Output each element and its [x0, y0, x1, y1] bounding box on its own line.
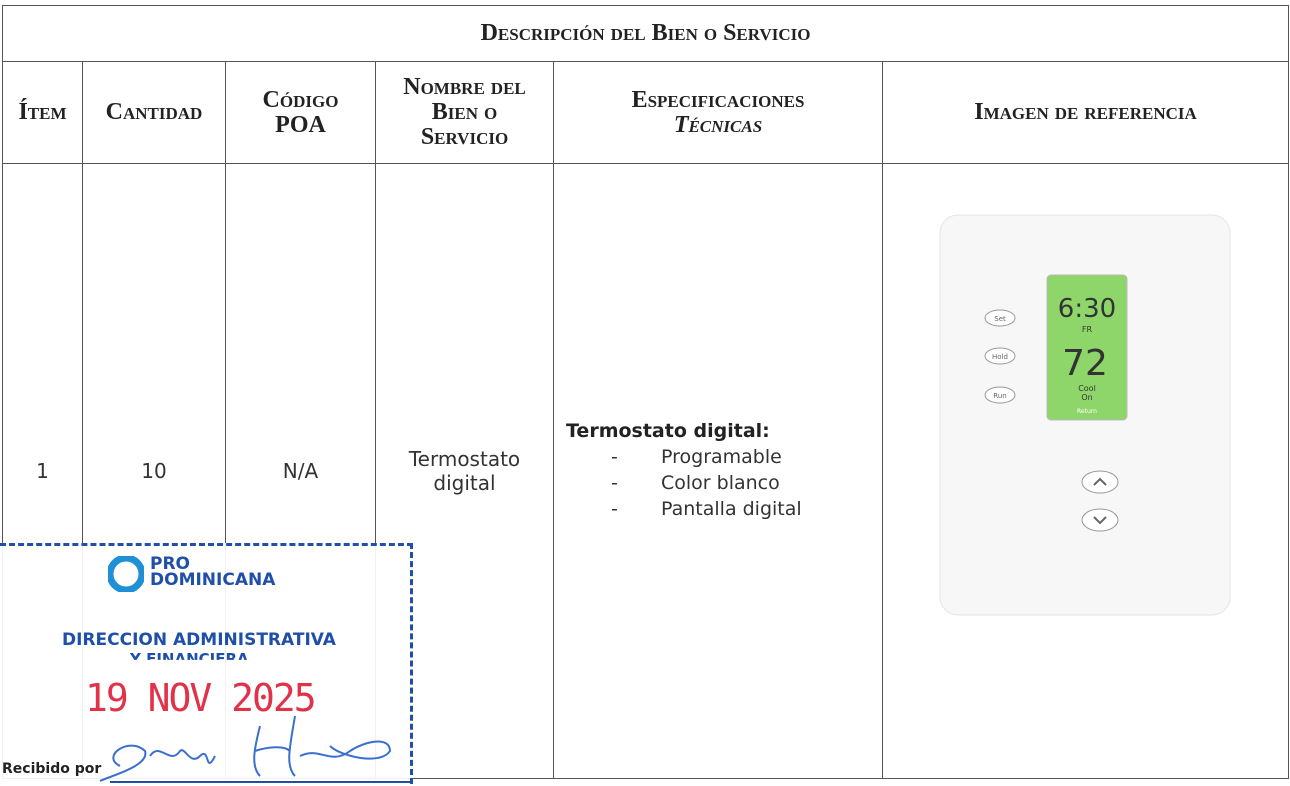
screen-footer: Return — [1077, 408, 1097, 415]
button-label: Run — [993, 392, 1006, 400]
stamp-date: 19 NOV 2025 — [85, 676, 317, 720]
button-label: Set — [994, 315, 1006, 323]
header-text: Especificaciones — [631, 86, 805, 113]
header: Nombre del Bien o Servicio — [375, 61, 554, 164]
header: Cantidad — [82, 61, 226, 164]
stamp-logo-text: DOMINICANA — [150, 570, 276, 590]
reference-image: 6:30 FR 72 Cool On Return Set Hold Run — [939, 214, 1231, 616]
spec-item: Programable — [566, 444, 881, 470]
header: Especificaciones Técnicas — [553, 61, 883, 164]
screen-temp: 72 — [1062, 343, 1108, 384]
stamp-logo — [108, 556, 144, 592]
up-button — [1081, 470, 1119, 494]
header-text: Técnicas — [673, 111, 763, 138]
down-button — [1081, 508, 1119, 532]
down-arrow — [1093, 516, 1107, 525]
header: Código POA — [225, 61, 376, 164]
up-arrow — [1093, 477, 1107, 486]
button — [984, 347, 1016, 365]
stamp-received: Recibido por — [2, 761, 102, 777]
stamp-line: DIRECCION ADMINISTRATIVA — [62, 630, 336, 650]
screen-day: FR — [1082, 325, 1093, 334]
stamp-line: Y FINANCIERA — [130, 650, 249, 668]
spec-list: Programable Color blanco Pantalla digita… — [566, 444, 881, 522]
stamp: PRO DOMINICANA DIRECCION ADMINISTRATIVA … — [0, 543, 413, 784]
screen-mode: Cool — [1078, 384, 1096, 393]
signature — [99, 715, 410, 783]
screen-state: On — [1081, 393, 1092, 402]
stamp-logo-text: PRO — [150, 554, 191, 574]
header-text: Nombre del Bien o Servicio — [403, 74, 526, 150]
cell: Termostato digital: Programable Color bl… — [553, 163, 883, 779]
button-label: Hold — [992, 353, 1008, 361]
screen-time: 6:30 — [1058, 294, 1116, 324]
button — [984, 386, 1016, 404]
header-text: Código POA — [262, 86, 339, 138]
spec-item: Color blanco — [566, 470, 881, 496]
header: Imagen de referencia — [881, 61, 1290, 164]
cell-text: Termostato digital — [408, 447, 521, 495]
spec-title: Termostato digital: — [566, 420, 770, 442]
header: Ítem — [2, 61, 83, 164]
spec-item: Pantalla digital — [566, 496, 881, 522]
button — [984, 309, 1016, 327]
screen — [1046, 274, 1128, 421]
table-title: Descripción del Bien o Servicio — [1, 5, 1290, 62]
